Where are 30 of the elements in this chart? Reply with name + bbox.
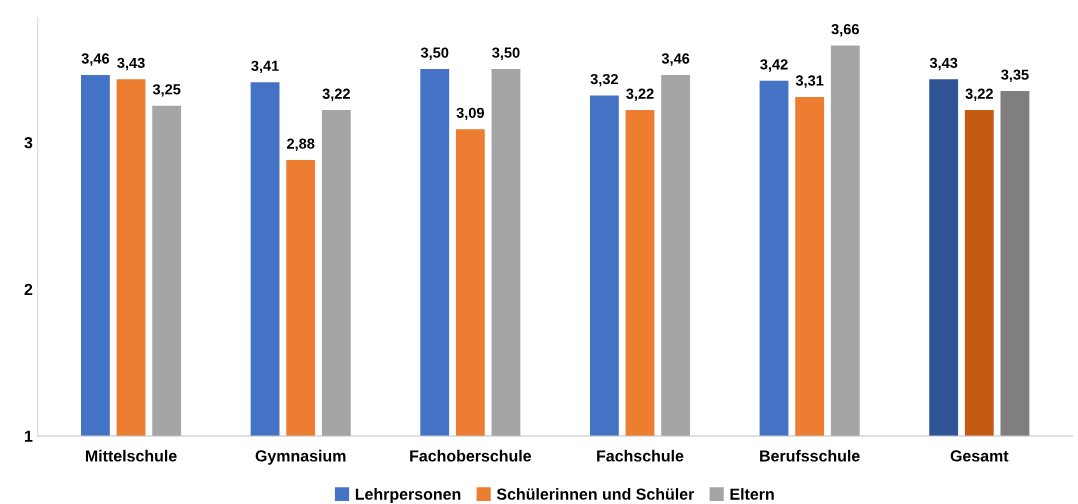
data-label: 3,35	[1001, 69, 1029, 82]
data-label: 3,46	[81, 53, 110, 66]
data-label: 2,88	[287, 138, 315, 151]
data-label: 3,43	[929, 57, 958, 71]
y-tick-label: 1	[24, 430, 33, 442]
data-label: 3,42	[760, 59, 788, 72]
y-tick-label: 2	[24, 283, 33, 295]
data-label: 3,50	[420, 47, 449, 60]
data-label: 3,41	[251, 60, 279, 74]
legend-label: Lehrpersonen	[355, 488, 461, 503]
data-label: 3,25	[152, 84, 181, 97]
data-label: 3,09	[456, 107, 484, 121]
data-label: 3,50	[492, 47, 520, 60]
data-label: 3,31	[795, 75, 824, 88]
x-tick-label: Gymnasium	[255, 449, 346, 465]
data-label: 3,32	[590, 73, 618, 87]
y-tick-label: 3	[24, 137, 33, 149]
data-label: 3,22	[322, 88, 350, 102]
x-tick-label: Fachoberschule	[410, 449, 532, 462]
legend-label: Schülerinnen und Schüler	[496, 488, 695, 500]
x-tick-label: Berufsschule	[760, 449, 860, 462]
data-label: 3,22	[965, 88, 993, 102]
data-label: 3,43	[117, 57, 145, 71]
x-tick-label: Mittelschule	[85, 449, 177, 462]
data-label: 3,46	[661, 53, 690, 66]
x-tick-label: Gesamt	[950, 450, 1009, 462]
data-label: 3,66	[831, 23, 859, 37]
data-label: 3,22	[626, 88, 654, 102]
x-tick-label: Fachschule	[597, 449, 684, 462]
legend-label: Eltern	[730, 488, 774, 500]
